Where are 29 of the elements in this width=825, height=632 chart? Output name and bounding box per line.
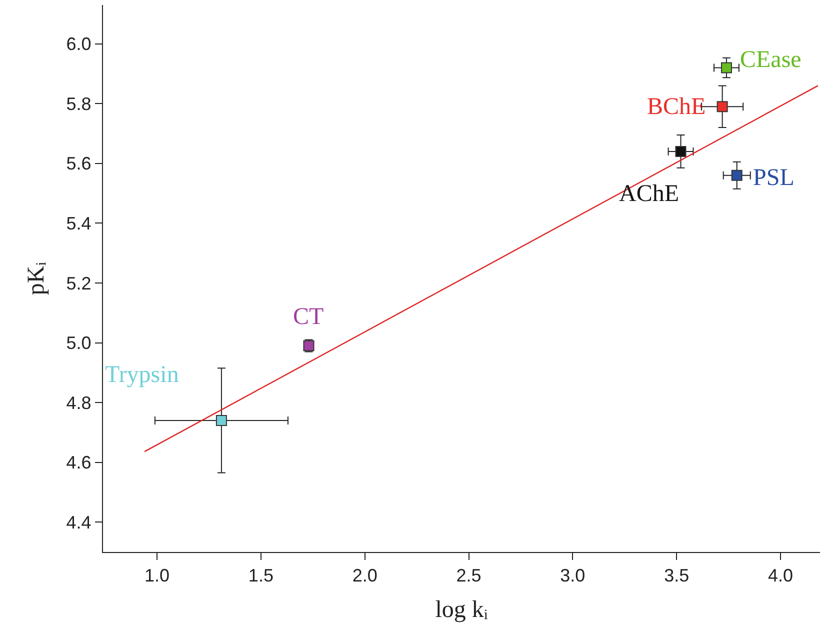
series-label: CT	[293, 304, 324, 330]
x-tick-label: 2.5	[456, 566, 482, 586]
y-tick-label: 5.8	[66, 94, 92, 114]
y-tick-label: 5.2	[66, 273, 92, 294]
x-tick-label: 4.0	[768, 566, 794, 586]
x-tick-label: 2.0	[352, 566, 378, 586]
x-tick-label: 1.5	[248, 566, 274, 586]
y-tick-label: 5.6	[66, 154, 92, 174]
series-label: Trypsin	[105, 362, 179, 388]
x-tick-label: 3.5	[664, 566, 690, 586]
x-tick-label: 3.0	[560, 566, 586, 586]
x-axis-title: log kᵢ	[435, 597, 488, 623]
series-label: CEase	[740, 47, 802, 73]
y-tick-label: 4.4	[66, 512, 92, 532]
series-label: AChE	[619, 181, 679, 207]
series-label: PSL	[753, 165, 794, 191]
point	[731, 170, 742, 181]
y-axis-title: pKᵢ	[23, 262, 50, 296]
point	[216, 414, 227, 426]
y-tick-label: 5.0	[66, 333, 92, 354]
y-tick-label: 5.4	[66, 214, 92, 234]
series-label: BChE	[647, 94, 706, 120]
y-tick-label: 6.0	[66, 34, 92, 54]
y-tick-label: 4.8	[66, 392, 92, 413]
point	[720, 62, 732, 74]
x-tick-label: 1.0	[144, 566, 170, 586]
y-tick-label: 4.6	[66, 452, 92, 473]
point	[675, 146, 686, 157]
point	[716, 101, 728, 112]
